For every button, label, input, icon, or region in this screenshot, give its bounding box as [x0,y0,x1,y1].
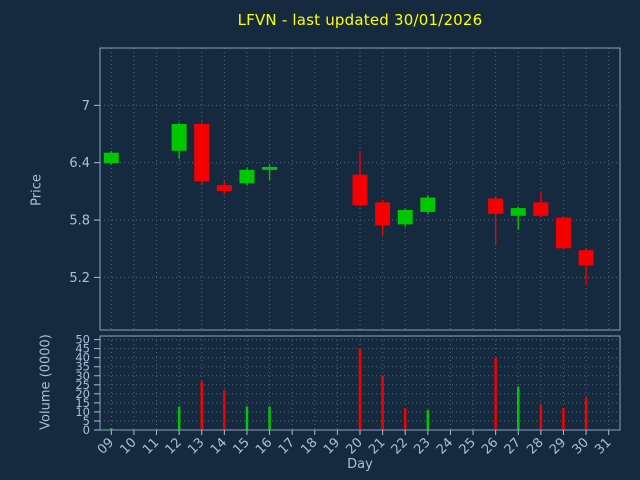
candle-body-day-14 [216,185,232,191]
x-tick-label: 16 [253,435,275,457]
volume-tick-label: 15 [75,396,90,410]
x-tick-label: 18 [298,435,320,457]
day-axis-label: Day [347,457,373,472]
x-tick-label: 17 [276,435,298,457]
volume-tick-label: 5 [83,414,90,428]
candle-body-day-27 [510,208,526,216]
x-tick-label: 22 [389,435,411,457]
x-tick-label: 26 [479,435,501,457]
x-tick-label: 24 [434,435,456,457]
volume-tick-label: 20 [75,387,90,401]
x-tick-label: 10 [117,435,139,457]
price-panel-border [99,47,621,331]
volume-axis-label: Volume (0000) [38,334,54,430]
volume-tick-label: 25 [75,378,90,392]
candle-body-day-13 [194,123,210,182]
candle-body-day-20 [352,174,368,206]
x-tick-label: 20 [344,435,366,457]
x-tick-label: 09 [95,435,117,457]
volume-tick-label: 35 [75,360,90,374]
x-tick-label: 31 [592,435,614,457]
candle-body-day-16 [262,166,278,170]
candle-body-day-12 [171,123,187,151]
price-tick-label: 6.4 [69,156,90,171]
x-tick-label: 28 [524,435,546,457]
x-tick-label: 29 [547,435,569,457]
candle-body-day-26 [488,198,504,214]
x-tick-label: 27 [502,435,524,457]
volume-tick-label: 45 [75,342,90,356]
candle-body-day-28 [533,202,549,216]
x-tick-label: 13 [185,435,207,457]
volume-tick-label: 30 [75,369,90,383]
volume-tick-label: 0 [83,423,90,437]
x-tick-label: 12 [163,435,185,457]
volume-panel-border [99,335,621,431]
x-tick-label: 15 [230,435,252,457]
candle-body-day-22 [397,210,413,225]
x-tick-label: 25 [457,435,479,457]
candle-body-day-9 [103,152,119,164]
volume-tick-label: 40 [75,351,90,365]
x-tick-label: 21 [366,435,388,457]
price-tick-label: 5.8 [69,214,90,229]
candle-body-day-15 [239,169,255,184]
candle-body-day-21 [375,202,391,226]
x-tick-label: 14 [208,435,230,457]
volume-tick-label: 50 [75,333,90,347]
x-tick-label: 23 [411,435,433,457]
candle-body-day-30 [578,250,594,266]
price-axis-label: Price [29,174,45,206]
x-tick-label: 11 [140,435,162,457]
candle-body-day-29 [555,217,571,249]
price-tick-label: 5.2 [69,271,90,286]
price-tick-label: 7 [82,99,90,114]
volume-tick-label: 10 [75,405,90,419]
x-tick-label: 19 [321,435,343,457]
chart-title: LFVN - last updated 30/01/2026 [237,11,483,29]
x-tick-label: 30 [570,435,592,457]
candle-body-day-23 [420,197,436,212]
